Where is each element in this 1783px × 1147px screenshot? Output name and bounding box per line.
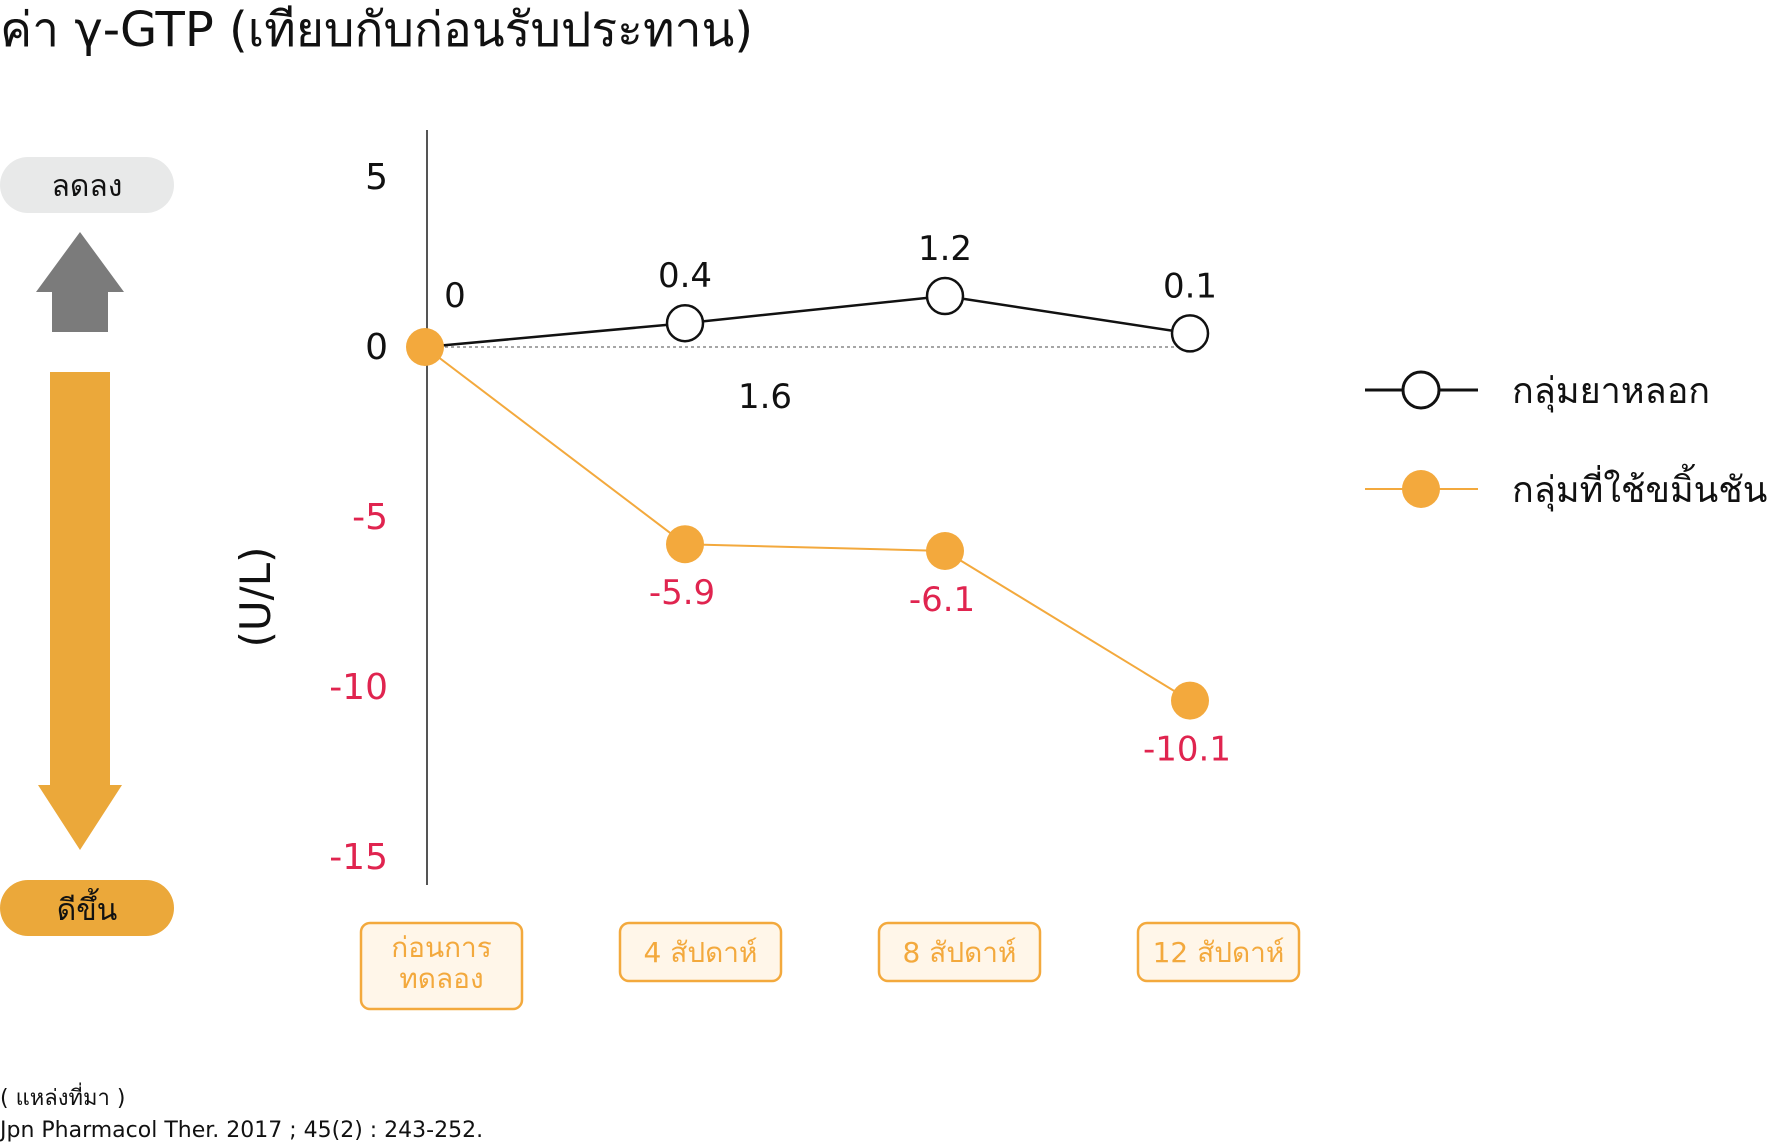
- treatment-point: [666, 525, 704, 564]
- y-tick-label: 0: [365, 327, 388, 368]
- annotation-label: 1.6: [738, 377, 792, 417]
- placebo-point: [665, 303, 705, 343]
- category-box: [618, 921, 783, 983]
- y-tick-label: -10: [329, 667, 388, 708]
- up-arrow-icon: [36, 232, 124, 332]
- placebo-series-line: [424, 294, 1191, 349]
- decrease-label: ลดลง: [52, 169, 123, 204]
- treatment-series-line: [424, 346, 1191, 702]
- placebo-data-label: 0.1: [1163, 266, 1217, 306]
- category-box: [359, 921, 524, 1011]
- x-tick-label: 4 สัปดาห์: [644, 936, 758, 969]
- x-tick-label: 8 สัปดาห์: [903, 936, 1017, 969]
- x-tick-label: 12 สัปดาห์: [1153, 936, 1285, 969]
- x-tick-label: ก่อนการ: [391, 931, 492, 964]
- legend-placebo-label: กลุ่มยาหลอก: [1512, 371, 1710, 413]
- treatment-data-label: -6.1: [909, 580, 975, 620]
- down-arrow-icon: [38, 372, 122, 850]
- placebo-point: [1170, 314, 1210, 353]
- placebo-data-label: 0: [444, 276, 466, 316]
- treatment-data-label: -5.9: [649, 573, 715, 613]
- legend-treatment-marker: [1402, 470, 1440, 508]
- y-axis-label: (U/L): [231, 546, 280, 647]
- x-tick-label: ทดลอง: [399, 962, 483, 995]
- improve-pill: [0, 880, 174, 936]
- page-title: ค่า γ-GTP (เทียบกับก่อนรับประทาน): [0, 2, 754, 58]
- y-tick-label: -15: [329, 837, 388, 878]
- placebo-data-label: 1.2: [918, 229, 972, 269]
- category-box: [877, 921, 1042, 983]
- legend-placebo-marker: [1401, 370, 1441, 410]
- source-heading: ( แหล่งที่มา ): [0, 1086, 126, 1111]
- y-tick-label: 5: [365, 157, 388, 198]
- category-box: [1136, 921, 1301, 983]
- legend-treatment-label: กลุ่มที่ใช้ขมิ้นชัน: [1512, 463, 1767, 512]
- treatment-point: [1171, 681, 1209, 720]
- treatment-point: [926, 532, 964, 570]
- decrease-pill: [0, 157, 174, 213]
- improve-label: ดีขึ้น: [57, 888, 118, 928]
- y-tick-label: -5: [352, 497, 388, 538]
- treatment-data-label: -10.1: [1143, 730, 1231, 770]
- source-citation: Jpn Pharmacol Ther. 2017 ; 45(2) : 243-2…: [0, 1118, 484, 1143]
- treatment-point: [406, 328, 444, 366]
- placebo-point: [925, 276, 965, 316]
- placebo-data-label: 0.4: [658, 256, 712, 296]
